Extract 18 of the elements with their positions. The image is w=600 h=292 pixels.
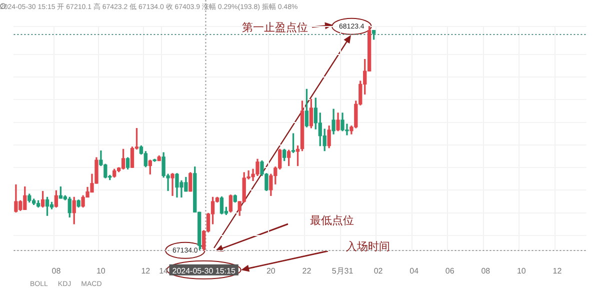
x-tick-label: 02 [374, 266, 384, 276]
x-tick-label: 12 [141, 266, 151, 276]
annotation: 第一止盈点位 [242, 21, 308, 34]
x-tick-label: 5月31 [332, 266, 354, 276]
x-tick-label: 10 [516, 266, 526, 276]
x-tick-label: 04 [410, 266, 420, 276]
x-tick-label: 2024-05-30 15:15 [172, 266, 236, 276]
x-tick-label: 14 [159, 266, 169, 276]
x-tick-label: 12 [552, 266, 562, 276]
candlestick [170, 173, 174, 196]
x-tick-label: 22 [302, 266, 312, 276]
annotation: 入场时间 [346, 240, 390, 254]
x-tick-label: 08 [481, 266, 491, 276]
x-tick-label: 06 [445, 266, 455, 276]
x-tick-label: 10 [96, 266, 106, 276]
x-tick-label: 08 [52, 266, 62, 276]
annotation: 最低点位 [310, 214, 354, 228]
x-tick-label: 20 [266, 266, 276, 276]
